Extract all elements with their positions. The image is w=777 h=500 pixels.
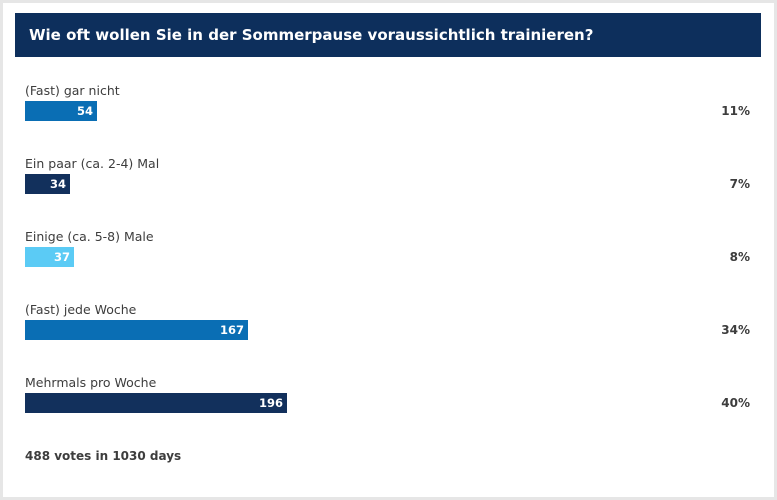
vote-percent: 11% — [721, 104, 750, 118]
vote-bar: 167 — [25, 320, 248, 340]
option-label: Mehrmals pro Woche — [25, 375, 157, 390]
vote-percent: 34% — [721, 323, 750, 337]
vote-percent: 7% — [729, 177, 750, 191]
option-label: (Fast) gar nicht — [25, 83, 120, 98]
vote-count: 34 — [49, 177, 66, 191]
vote-count: 37 — [53, 250, 70, 264]
vote-bar: 37 — [25, 247, 74, 267]
vote-bar: 54 — [25, 101, 97, 121]
poll-title: Wie oft wollen Sie in der Sommerpause vo… — [15, 13, 761, 57]
option-label: Ein paar (ca. 2-4) Mal — [25, 156, 160, 171]
vote-count: 54 — [76, 104, 93, 118]
vote-count: 167 — [219, 323, 244, 337]
vote-percent: 8% — [729, 250, 750, 264]
vote-summary: 488 votes in 1030 days — [25, 449, 182, 463]
vote-count: 196 — [258, 396, 283, 410]
option-label: (Fast) jede Woche — [25, 302, 137, 317]
vote-percent: 40% — [721, 396, 750, 410]
vote-bar: 196 — [25, 393, 287, 413]
vote-bar: 34 — [25, 174, 70, 194]
option-label: Einige (ca. 5-8) Male — [25, 229, 154, 244]
